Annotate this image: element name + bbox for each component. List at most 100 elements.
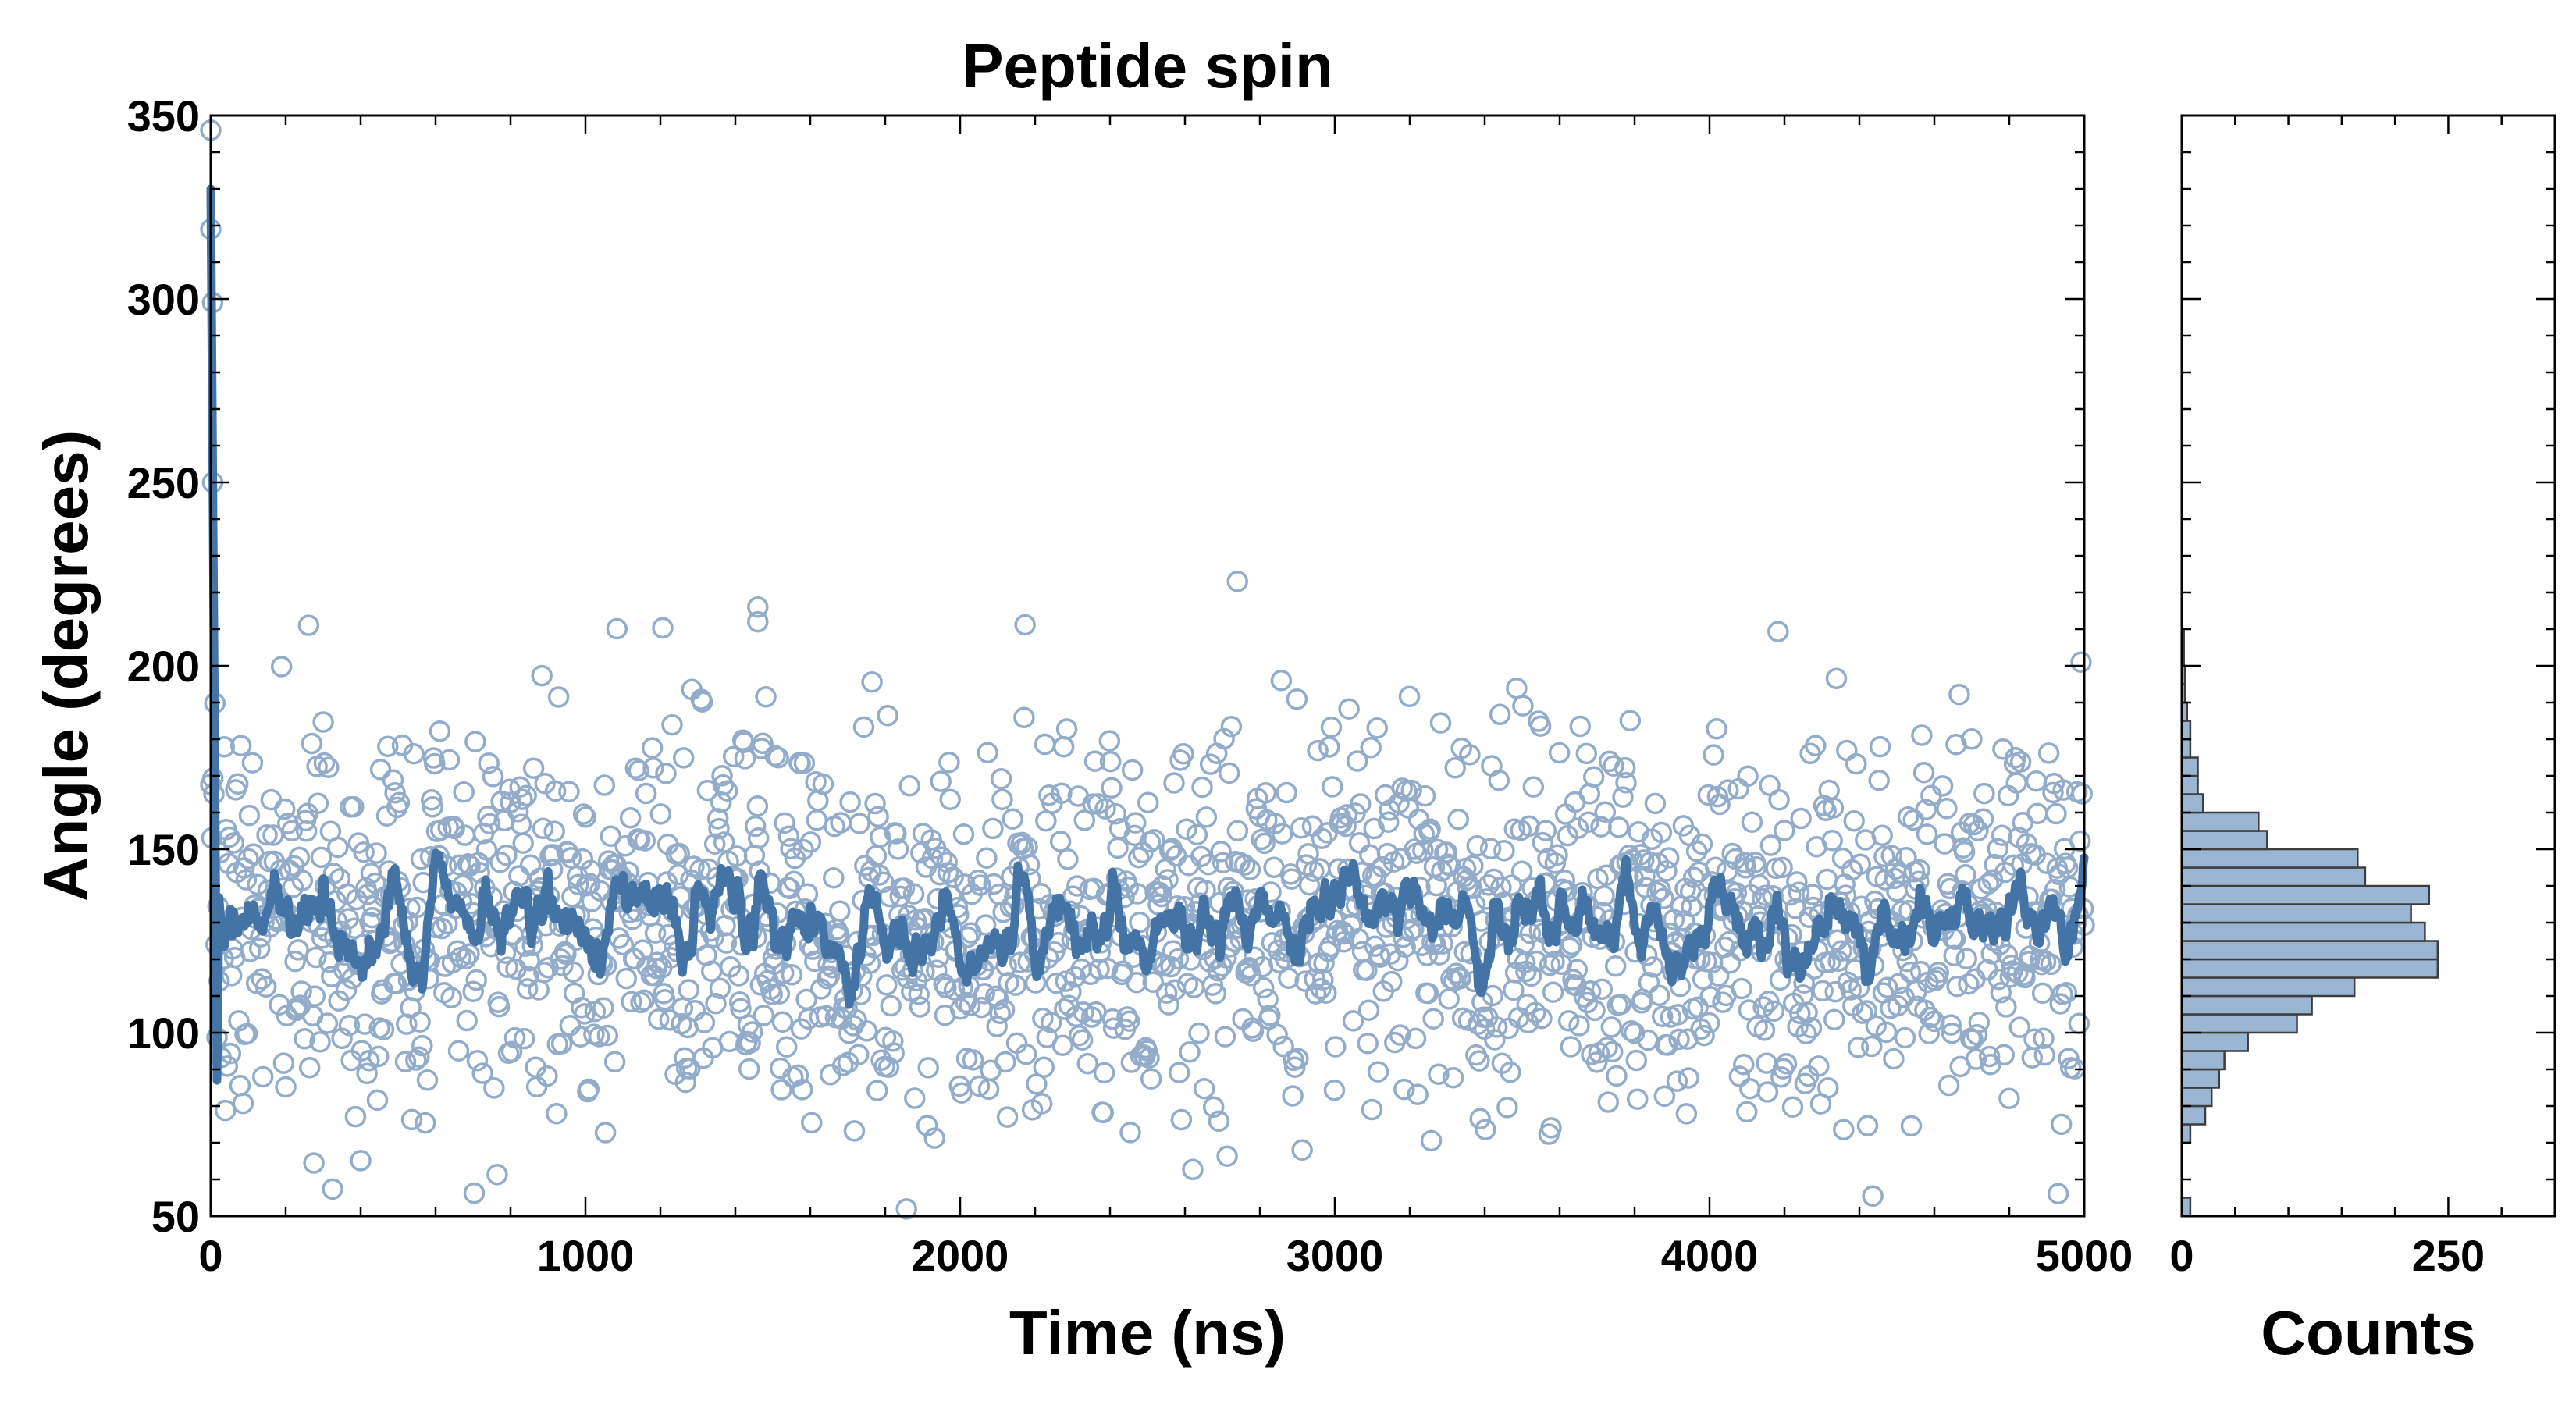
data-point bbox=[1101, 1008, 1124, 1030]
data-point bbox=[241, 752, 264, 774]
data-point bbox=[1216, 1145, 1238, 1167]
data-point bbox=[1972, 808, 1994, 831]
data-point bbox=[1728, 1065, 1751, 1087]
data-point bbox=[642, 757, 664, 779]
hist-x-tick-label: 0 bbox=[2169, 1231, 2194, 1280]
data-point bbox=[338, 1014, 361, 1037]
data-point bbox=[1847, 1037, 1870, 1058]
data-point bbox=[1706, 718, 1727, 740]
data-point bbox=[1400, 779, 1422, 802]
data-point bbox=[615, 967, 638, 990]
data-point bbox=[1884, 867, 1905, 890]
data-point bbox=[1366, 717, 1388, 739]
data-point bbox=[1071, 1029, 1094, 1051]
data-point bbox=[2069, 830, 2091, 852]
data-point bbox=[297, 614, 320, 636]
data-point bbox=[1610, 993, 1632, 1016]
data-point bbox=[1771, 856, 1793, 879]
data-point bbox=[456, 1009, 478, 1032]
data-point bbox=[994, 1051, 1016, 1073]
data-point bbox=[385, 973, 407, 995]
data-point bbox=[787, 1064, 809, 1087]
data-point bbox=[708, 817, 730, 840]
data-point bbox=[1656, 860, 1678, 882]
data-point bbox=[1176, 818, 1197, 841]
data-point bbox=[2033, 1044, 2056, 1066]
data-point bbox=[993, 998, 1016, 1021]
data-point bbox=[767, 746, 789, 769]
data-point bbox=[237, 848, 259, 870]
data-point bbox=[1943, 944, 1965, 966]
data-point bbox=[321, 966, 343, 987]
data-point bbox=[592, 997, 614, 1019]
x-tick-label: 3000 bbox=[1286, 1231, 1384, 1280]
data-point bbox=[1886, 880, 1908, 902]
x-tick-label: 2000 bbox=[912, 1231, 1009, 1280]
data-point bbox=[1781, 1096, 1804, 1119]
data-point bbox=[827, 923, 850, 944]
data-point bbox=[1953, 841, 1976, 863]
data-point bbox=[515, 784, 537, 807]
data-point bbox=[1603, 755, 1624, 777]
data-point bbox=[1607, 816, 1630, 838]
data-point bbox=[1833, 1119, 1855, 1140]
data-point bbox=[830, 812, 852, 834]
data-point bbox=[976, 847, 998, 869]
data-point bbox=[2008, 1016, 2031, 1038]
data-point bbox=[917, 1057, 939, 1079]
data-point bbox=[1350, 793, 1372, 815]
data-point bbox=[1252, 976, 1275, 999]
data-point bbox=[1088, 958, 1110, 980]
data-point bbox=[1378, 811, 1400, 833]
data-point bbox=[1197, 853, 1219, 876]
data-point bbox=[354, 1013, 376, 1035]
data-point bbox=[372, 1019, 395, 1040]
data-point bbox=[1998, 1087, 2020, 1110]
data-point bbox=[856, 1020, 878, 1042]
data-point bbox=[939, 788, 961, 810]
histogram-bar bbox=[2180, 793, 2204, 814]
data-point bbox=[1323, 1079, 1346, 1101]
data-point bbox=[1129, 911, 1151, 934]
data-point bbox=[1193, 1078, 1215, 1100]
data-point bbox=[1186, 823, 1208, 846]
data-point bbox=[353, 841, 375, 863]
data-point bbox=[1916, 823, 1938, 845]
data-point bbox=[1738, 999, 1760, 1021]
data-point bbox=[309, 1031, 331, 1053]
data-point bbox=[304, 946, 327, 969]
data-point bbox=[728, 965, 750, 987]
data-point bbox=[861, 670, 883, 693]
data-point bbox=[2025, 770, 2048, 792]
histogram-plot: 0 250 bbox=[2169, 114, 2556, 1280]
data-point bbox=[544, 780, 567, 802]
data-point bbox=[411, 1034, 433, 1057]
data-point bbox=[1848, 976, 1870, 998]
data-point bbox=[232, 1092, 254, 1115]
data-point bbox=[621, 991, 642, 1013]
data-point bbox=[989, 1002, 1011, 1025]
data-point bbox=[1653, 887, 1674, 909]
data-point bbox=[1822, 797, 1845, 819]
hist-x-tick-label: 250 bbox=[2412, 1231, 2485, 1280]
data-point bbox=[1445, 962, 1468, 984]
data-point bbox=[377, 735, 399, 758]
data-point bbox=[1821, 830, 1843, 852]
data-point bbox=[468, 862, 490, 884]
data-point bbox=[294, 1028, 315, 1050]
data-point bbox=[1786, 871, 1808, 893]
data-point bbox=[923, 1127, 945, 1149]
data-point bbox=[1877, 976, 1898, 998]
histogram-bars bbox=[2180, 628, 2439, 1218]
data-point bbox=[1973, 782, 1995, 805]
data-point bbox=[1606, 1065, 1628, 1087]
data-point bbox=[753, 1005, 775, 1026]
data-point bbox=[1579, 980, 1602, 1002]
data-point bbox=[1540, 1117, 1562, 1139]
data-point bbox=[593, 774, 616, 796]
data-point bbox=[1282, 1085, 1304, 1107]
data-point bbox=[328, 990, 350, 1012]
data-point bbox=[1168, 1062, 1190, 1083]
data-point bbox=[415, 1112, 436, 1134]
